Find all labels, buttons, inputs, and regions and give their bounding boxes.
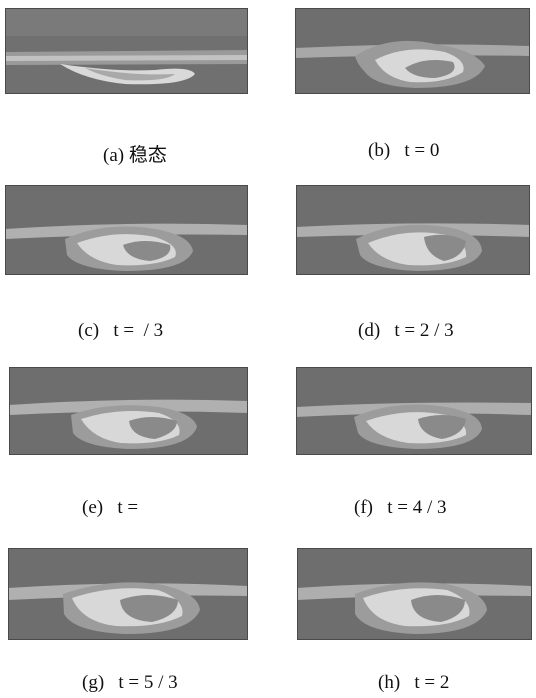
panel-f-contour-image [296, 367, 532, 455]
caption-f: (f) t = 4 / 3 [354, 497, 447, 518]
panel-g-contour-image [8, 548, 248, 640]
caption-e: (e) t = [82, 497, 139, 518]
caption-b: (b) t = 0 [368, 140, 440, 161]
panel-d-contour-image [296, 185, 530, 275]
panel-c-contour-image [5, 185, 248, 275]
panel-h-contour-image [297, 548, 532, 640]
caption-d: (d) t = 2 / 3 [358, 320, 454, 341]
caption-h: (h) t = 2 [378, 672, 450, 693]
panel-a-contour-image [5, 8, 248, 94]
panel-b-contour-image [295, 8, 530, 94]
caption-a: (a) 稳态 [103, 145, 167, 166]
panel-e-contour-image [9, 367, 248, 455]
caption-c: (c) t = / 3 [78, 320, 164, 341]
caption-g: (g) t = 5 / 3 [82, 672, 178, 693]
